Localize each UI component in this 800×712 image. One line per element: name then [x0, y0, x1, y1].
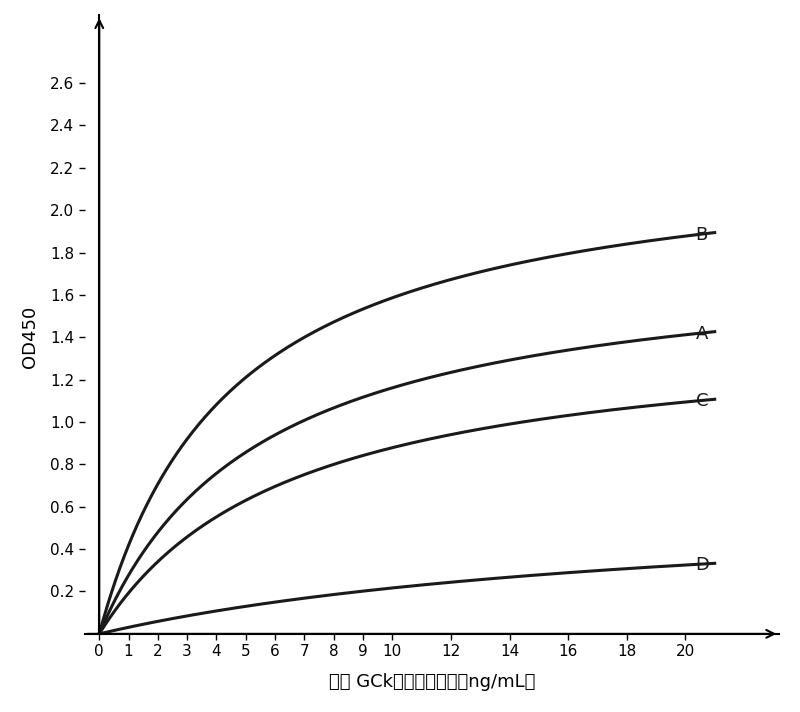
X-axis label: 抗人 GCk蛋白抗体浓度（ng/mL）: 抗人 GCk蛋白抗体浓度（ng/mL）	[329, 673, 535, 691]
Text: D: D	[696, 555, 710, 574]
Y-axis label: OD450: OD450	[21, 306, 39, 368]
Text: B: B	[696, 226, 708, 244]
Text: C: C	[696, 392, 708, 410]
Text: A: A	[696, 325, 708, 343]
